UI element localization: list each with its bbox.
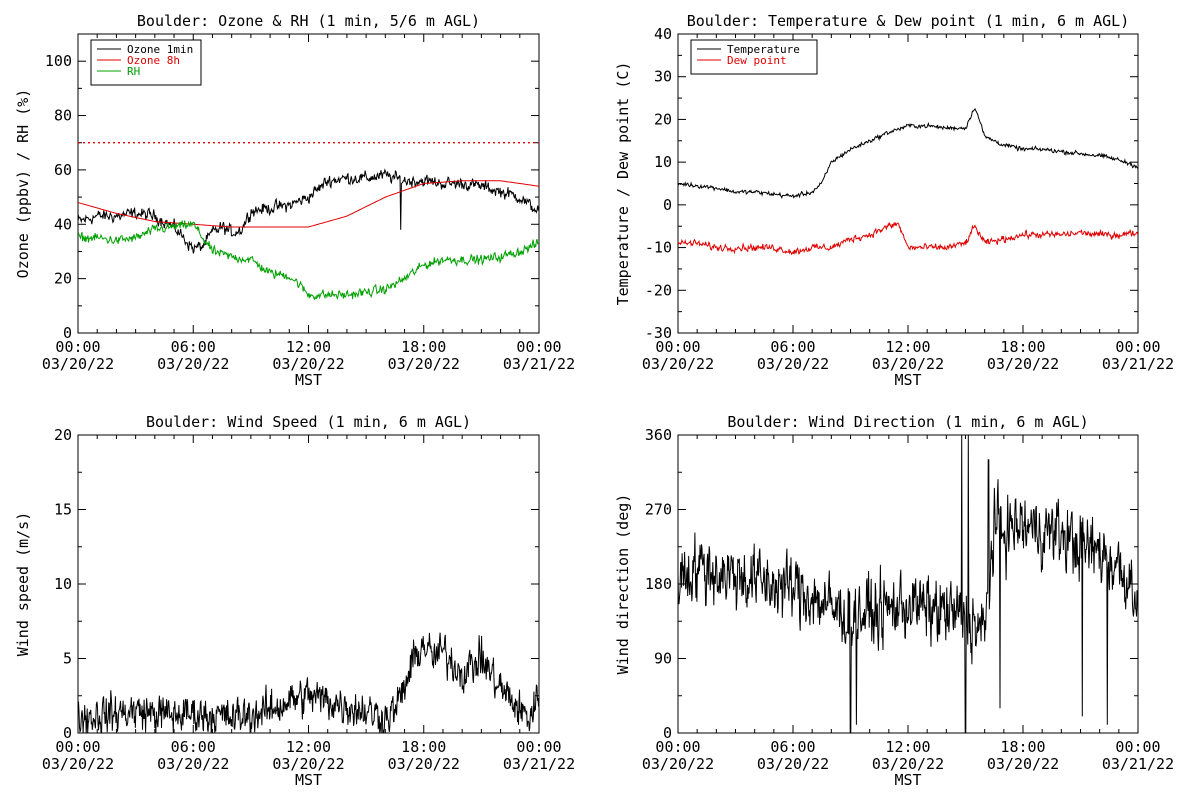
x-tick-label: 03/21/22: [1102, 355, 1174, 373]
y-tick-label: 90: [654, 650, 672, 668]
y-tick-label: 0: [63, 324, 72, 342]
y-tick-label: 100: [45, 52, 72, 70]
y-tick-label: 360: [645, 426, 672, 444]
x-tick-label: 06:00: [171, 738, 216, 756]
x-tick-label: 06:00: [770, 738, 815, 756]
x-tick-label: 06:00: [171, 338, 216, 356]
y-tick-label: 40: [654, 25, 672, 43]
x-tick-label: 18:00: [1000, 338, 1045, 356]
x-tick-label: 12:00: [885, 738, 930, 756]
x-tick-label: 00:00: [1115, 738, 1160, 756]
x-tick-label: 03/20/22: [272, 755, 344, 773]
x-tick-label: 12:00: [286, 738, 331, 756]
x-tick-label: 00:00: [655, 738, 700, 756]
legend-label: Ozone 8h: [127, 54, 180, 67]
x-axis-label: MST: [295, 371, 322, 389]
x-tick-label: 03/20/22: [157, 355, 229, 373]
x-tick-label: 00:00: [516, 738, 561, 756]
chart-panel-2: [677, 33, 1139, 334]
x-tick-label: 18:00: [401, 338, 446, 356]
y-tick-label: 0: [663, 196, 672, 214]
x-tick-label: 03/20/22: [388, 755, 460, 773]
x-tick-label: 03/20/22: [757, 755, 829, 773]
y-tick-label: 60: [54, 161, 72, 179]
x-tick-label: 03/20/22: [987, 355, 1059, 373]
y-tick-label: 0: [63, 724, 72, 742]
x-tick-label: 03/20/22: [272, 355, 344, 373]
x-tick-label: 06:00: [770, 338, 815, 356]
legend-label: Ozone 1min: [127, 43, 193, 56]
x-axis-label: MST: [894, 771, 921, 789]
x-tick-label: 00:00: [1115, 338, 1160, 356]
y-tick-label: -10: [645, 239, 672, 257]
series-line-1: [678, 435, 1138, 733]
x-tick-label: 03/20/22: [42, 755, 114, 773]
x-tick-label: 03/20/22: [157, 755, 229, 773]
y-tick-label: 10: [54, 575, 72, 593]
plot-frame: [677, 434, 1139, 734]
y-tick-label: 80: [54, 107, 72, 125]
y-tick-label: 5: [63, 650, 72, 668]
x-tick-label: 00:00: [55, 738, 100, 756]
x-tick-label: 00:00: [55, 338, 100, 356]
y-axis-label: Wind speed (m/s): [14, 512, 32, 657]
chart-title: Boulder: Ozone & RH (1 min, 5/6 m AGL): [137, 12, 480, 30]
chart-title: Boulder: Wind Direction (1 min, 6 m AGL): [727, 413, 1088, 431]
y-tick-label: 270: [645, 501, 672, 519]
y-tick-label: 0: [663, 724, 672, 742]
legend-box: [690, 39, 818, 75]
y-tick-label: -20: [645, 281, 672, 299]
chart-panel-4: [677, 434, 1139, 734]
x-tick-label: 03/20/22: [642, 755, 714, 773]
y-axis-label: Wind direction (deg): [614, 494, 632, 675]
chart-title: Boulder: Wind Speed (1 min, 6 m AGL): [146, 413, 471, 431]
legend-label: Dew point: [727, 54, 787, 67]
x-tick-label: 00:00: [655, 338, 700, 356]
legend-label: Temperature: [727, 43, 800, 56]
x-tick-label: 00:00: [516, 338, 561, 356]
x-tick-label: 03/20/22: [42, 355, 114, 373]
y-tick-label: 15: [54, 501, 72, 519]
series-line-rh: [78, 220, 539, 301]
y-axis-label: Ozone (ppbv) / RH (%): [14, 89, 32, 279]
y-tick-label: 20: [54, 270, 72, 288]
x-tick-label: 03/21/22: [503, 755, 575, 773]
y-axis-label: Temperature / Dew point (C): [614, 62, 632, 306]
x-tick-label: 12:00: [885, 338, 930, 356]
x-tick-label: 03/20/22: [987, 755, 1059, 773]
y-tick-label: 40: [54, 215, 72, 233]
series-line-dew-point: [678, 221, 1138, 256]
series-line-1: [78, 632, 539, 733]
legend-label: RH: [127, 65, 140, 78]
chart-title: Boulder: Temperature & Dew point (1 min,…: [687, 12, 1130, 30]
y-tick-label: 20: [654, 110, 672, 128]
x-tick-label: 03/21/22: [1102, 755, 1174, 773]
x-tick-label: 03/20/22: [388, 355, 460, 373]
y-tick-label: 20: [54, 426, 72, 444]
chart-panel-3: [77, 434, 540, 734]
x-axis-label: MST: [295, 771, 322, 789]
x-tick-label: 03/20/22: [757, 355, 829, 373]
legend-box: [90, 39, 202, 86]
x-tick-label: 03/20/22: [872, 355, 944, 373]
x-tick-label: 18:00: [1000, 738, 1045, 756]
plot-frame: [677, 33, 1139, 334]
x-tick-label: 18:00: [401, 738, 446, 756]
y-tick-label: -30: [645, 324, 672, 342]
chart-panel-1: [77, 33, 540, 334]
series-line-temperature: [678, 107, 1138, 200]
x-tick-label: 03/20/22: [872, 755, 944, 773]
y-tick-label: 10: [654, 153, 672, 171]
x-tick-label: 03/20/22: [642, 355, 714, 373]
series-line-ozone-1min: [78, 168, 539, 254]
series-line-ozone-8h: [78, 180, 539, 228]
y-tick-label: 30: [654, 68, 672, 86]
x-tick-label: 03/21/22: [503, 355, 575, 373]
y-tick-label: 180: [645, 575, 672, 593]
x-tick-label: 12:00: [286, 338, 331, 356]
x-axis-label: MST: [894, 371, 921, 389]
